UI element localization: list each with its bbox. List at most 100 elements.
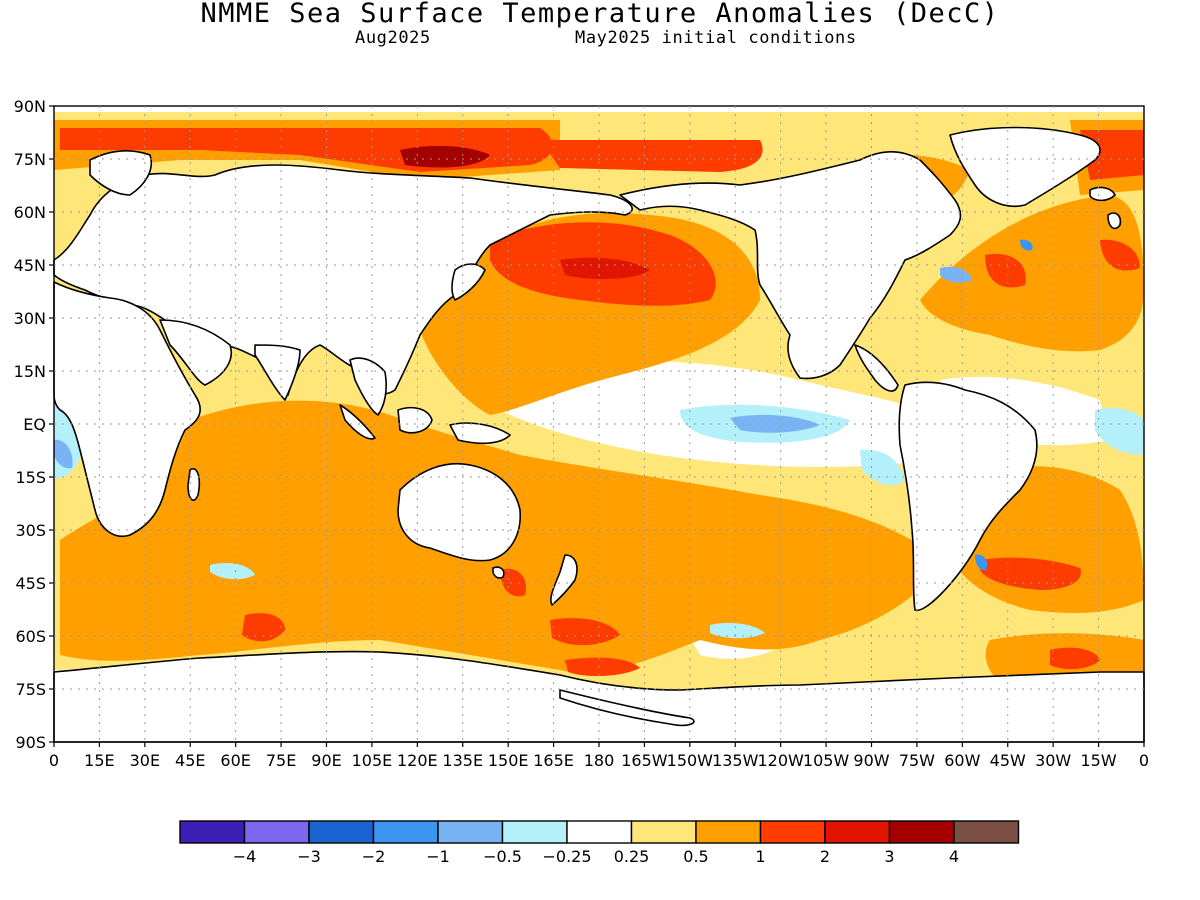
- initial-conditions: May2025 initial conditions: [575, 28, 857, 48]
- colorbar-label: −2: [362, 847, 386, 866]
- longitude-label: 75E: [266, 751, 296, 770]
- latitude-label: 75N: [14, 150, 46, 169]
- colorbar-swatch: [695, 820, 762, 844]
- anomaly-region: [1050, 647, 1100, 670]
- colorbar-swatch: [888, 820, 955, 844]
- latitude-label: 90S: [15, 733, 46, 752]
- graticule: [54, 106, 1144, 742]
- colorbar-label: 0.5: [683, 847, 708, 866]
- latitude-label: 75S: [15, 680, 46, 699]
- longitude-label: 150W: [667, 751, 714, 770]
- latitude-axis: 90N 75N 60N 45N 30N 15N EQ 15S 30S 45S 60S 75S 90S: [14, 97, 54, 752]
- colorbar-swatch: [179, 820, 246, 844]
- longitude-label: 150E: [488, 751, 529, 770]
- colorbar-label: −4: [233, 847, 257, 866]
- anomaly-region: [565, 657, 640, 677]
- longitude-label: 180: [584, 751, 615, 770]
- colorbar-label: −0.5: [483, 847, 522, 866]
- indonesia-sumatra: [339, 404, 376, 440]
- anomaly-region: [920, 195, 1144, 352]
- anomaly-region: [540, 140, 763, 172]
- colorbar-label: 3: [884, 847, 894, 866]
- anomaly-region: [500, 568, 526, 597]
- anomaly-region: [210, 563, 255, 580]
- india-subcontinent: [254, 344, 301, 401]
- japan: [451, 263, 486, 301]
- longitude-label: 15E: [84, 751, 114, 770]
- colorbar-label: 2: [820, 847, 830, 866]
- anomaly-region: [975, 554, 988, 571]
- colorbar-label: 1: [755, 847, 765, 866]
- anomaly-region: [1020, 239, 1033, 251]
- latitude-label: 60N: [14, 203, 46, 222]
- madagascar: [187, 468, 201, 501]
- colorbar-label: −1: [426, 847, 450, 866]
- longitude-label: 75W: [899, 751, 935, 770]
- arabian-peninsula: [159, 319, 232, 386]
- anomaly-region: [54, 439, 73, 469]
- australia: [397, 463, 521, 562]
- longitude-label: 45E: [175, 751, 205, 770]
- colorbar-label: 0.25: [614, 847, 650, 866]
- latitude-label: 15N: [14, 362, 46, 381]
- latitude-label: 15S: [15, 468, 46, 487]
- colorbar: −4 −3 −2 −1 −0.5 −0.25 0.25 0.5 1 2 3 4: [179, 820, 1020, 866]
- anomaly-region: [560, 257, 650, 280]
- indonesia-borneo: [397, 406, 433, 434]
- ross-ice-coast: [559, 689, 695, 727]
- colorbar-swatch: [566, 820, 633, 844]
- longitude-label: 135E: [442, 751, 483, 770]
- anomaly-region: [980, 557, 1081, 590]
- anomaly-region: [400, 145, 490, 168]
- scandinavia: [89, 150, 152, 196]
- iceland: [1089, 186, 1116, 202]
- latitude-label: 45S: [15, 574, 46, 593]
- longitude-label: 90W: [853, 751, 889, 770]
- colorbar-swatch: [308, 820, 375, 844]
- longitude-label: 60E: [220, 751, 250, 770]
- latitude-label: 45N: [14, 256, 46, 275]
- longitude-label: 120E: [397, 751, 438, 770]
- colorbar-swatch: [243, 820, 310, 844]
- longitude-label: 105W: [803, 751, 850, 770]
- anomaly-region: [1095, 408, 1144, 455]
- africa-landmass: [53, 281, 201, 537]
- anomaly-region: [940, 266, 972, 283]
- anomaly-region: [710, 622, 765, 639]
- longitude-label: 15W: [1080, 751, 1116, 770]
- longitude-label: 0: [49, 751, 59, 770]
- latitude-label: 90N: [14, 97, 46, 116]
- anomaly-region: [1100, 239, 1140, 271]
- forecast-month: Aug2025: [355, 28, 431, 48]
- latitude-label: EQ: [23, 415, 46, 434]
- longitude-label: 120W: [757, 751, 804, 770]
- colorbar-swatch: [630, 820, 697, 844]
- colorbar-label: −0.25: [542, 847, 591, 866]
- colorbar-swatch: [437, 820, 504, 844]
- longitude-label: 30E: [130, 751, 160, 770]
- colorbar-swatch: [501, 820, 568, 844]
- longitude-label: 90E: [311, 751, 341, 770]
- colorbar-swatch: [372, 820, 439, 844]
- greenland: [949, 126, 1101, 207]
- longitude-label: 30W: [1035, 751, 1071, 770]
- anomaly-region: [985, 253, 1026, 288]
- tasmania: [492, 566, 505, 579]
- longitude-label: 135W: [712, 751, 759, 770]
- colorbar-label: 4: [949, 847, 959, 866]
- anomaly-region: [550, 618, 620, 646]
- anomaly-region: [242, 613, 285, 642]
- central-america: [854, 344, 899, 392]
- south-america: [898, 381, 1038, 612]
- longitude-label: 45W: [990, 751, 1026, 770]
- longitude-label: 165W: [621, 751, 668, 770]
- longitude-label: 105E: [352, 751, 393, 770]
- map-title: NMME Sea Surface Temperature Anomalies (…: [200, 0, 1000, 29]
- uk-islands: [1107, 212, 1122, 230]
- colorbar-label: −3: [297, 847, 321, 866]
- longitude-label: 0: [1139, 751, 1149, 770]
- colorbar-swatch: [824, 820, 891, 844]
- colorbar-swatch: [953, 820, 1020, 844]
- longitude-axis: 0 15E 30E 45E 60E 75E 90E 105E 120E 135E 150E 165E 1…: [49, 742, 1149, 770]
